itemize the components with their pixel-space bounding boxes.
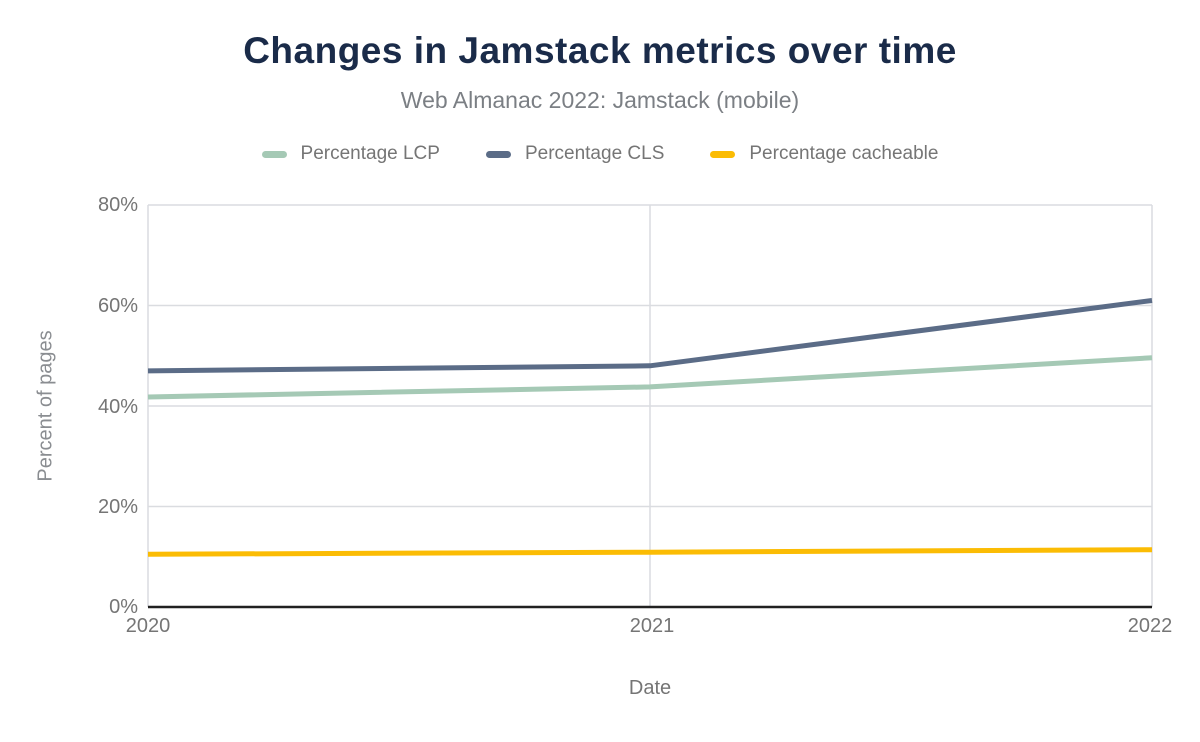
chart-subtitle: Web Almanac 2022: Jamstack (mobile)	[400, 87, 800, 113]
legend-item-percentage-cls: Percentage CLS	[485, 143, 665, 165]
chart-legend: Percentage LCP Percentage CLS Percentage…	[0, 143, 1200, 165]
series-line-percentage-cacheable	[147, 547, 1153, 557]
legend-item-percentage-lcp: Percentage LCP	[261, 143, 440, 165]
series-line-percentage-cls	[147, 297, 1153, 374]
y-tick-label: 40%	[97, 396, 138, 418]
chart-title: Changes in Jamstack metrics over time	[243, 30, 957, 71]
y-tick-label: 60%	[97, 295, 138, 317]
y-axis-title: Percent of pages	[34, 330, 57, 482]
legend-swatch-cls-icon	[485, 150, 511, 158]
series-line-percentage-lcp	[147, 355, 1153, 400]
legend-label: Percentage CLS	[524, 143, 665, 164]
legend-item-percentage-cacheable: Percentage cacheable	[710, 143, 938, 165]
x-tick-label: 2022	[1127, 615, 1173, 637]
legend-label: Percentage LCP	[300, 143, 440, 164]
y-tick-label: 0%	[109, 596, 138, 618]
x-axis-title: Date	[628, 677, 672, 699]
x-tick-label: 2021	[629, 615, 675, 637]
y-tick-label: 80%	[97, 194, 138, 216]
legend-swatch-lcp-icon	[261, 150, 287, 158]
line-chart	[147, 204, 1153, 609]
y-tick-label: 20%	[97, 496, 138, 518]
x-tick-label: 2020	[125, 615, 171, 637]
legend-label: Percentage cacheable	[749, 143, 939, 164]
legend-swatch-cacheable-icon	[710, 150, 736, 158]
